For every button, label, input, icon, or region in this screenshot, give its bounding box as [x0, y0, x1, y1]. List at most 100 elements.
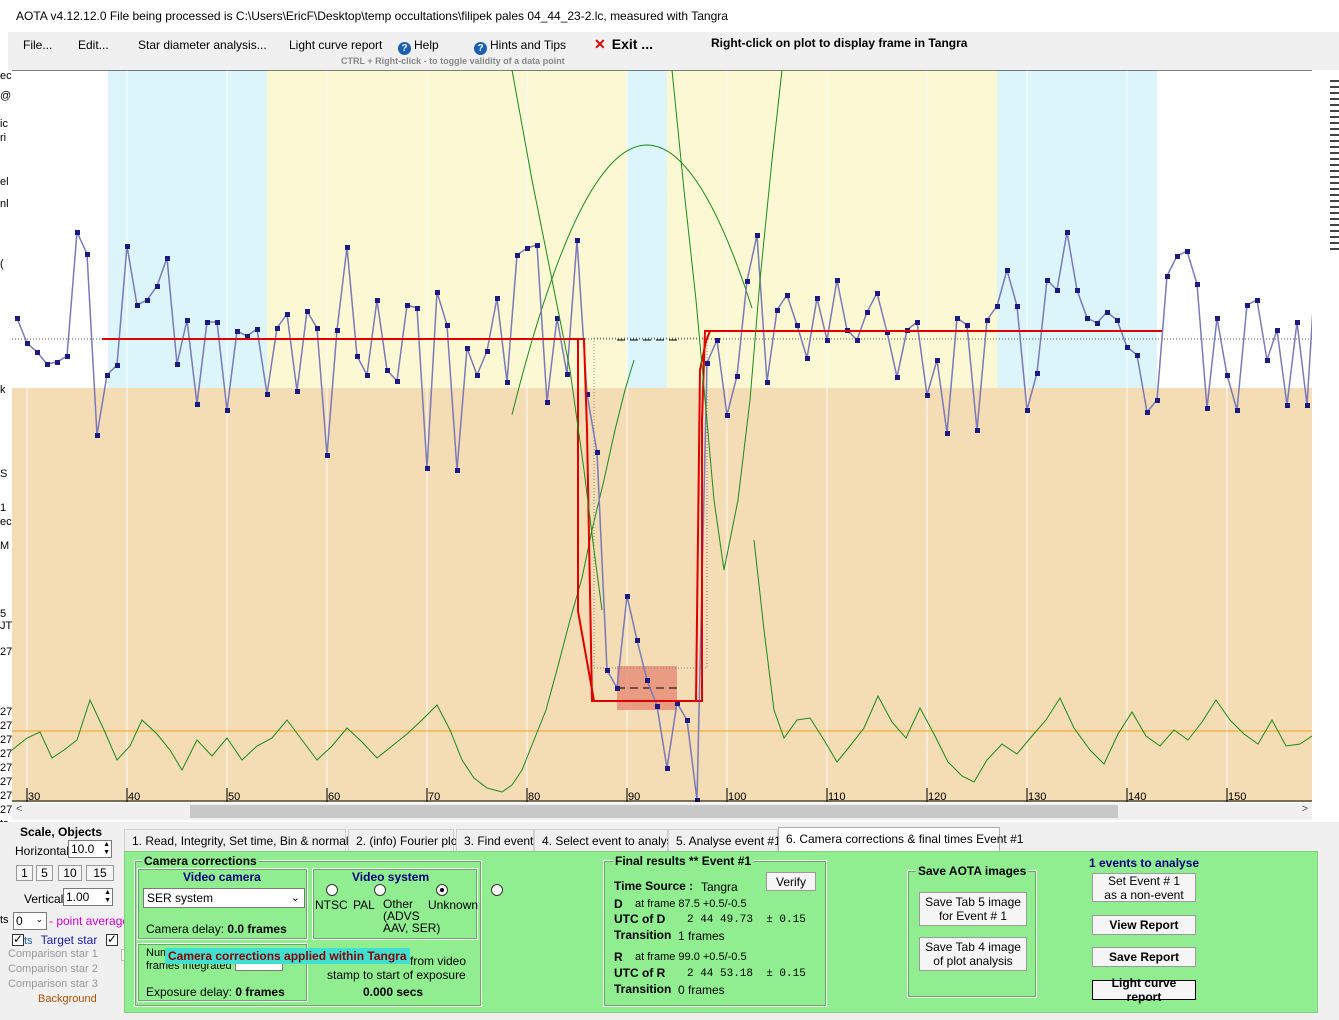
- data-point: [1185, 249, 1190, 254]
- data-point: [585, 392, 590, 397]
- data-point: [355, 354, 360, 359]
- title-bar: AOTA v4.12.12.0 File being processed is …: [0, 0, 1339, 32]
- scale-button-5[interactable]: 5: [36, 865, 53, 881]
- menu-file[interactable]: File...: [23, 38, 53, 52]
- utc-r-value: 2 44 53.18 ± 0.15: [687, 968, 806, 980]
- data-point: [1005, 268, 1010, 273]
- data-point: [1295, 320, 1300, 325]
- x-tick-label: 110: [828, 791, 846, 802]
- tab-fourier-plot[interactable]: 2. (info) Fourier plot: [348, 829, 461, 851]
- data-point: [485, 349, 490, 354]
- light-curve-report-button[interactable]: Light curve report: [1092, 976, 1196, 1004]
- data-point: [35, 350, 40, 355]
- data-point: [25, 341, 30, 346]
- verify-button[interactable]: Verify: [766, 872, 816, 891]
- time-source-value: Tangra: [701, 880, 738, 894]
- data-point: [445, 323, 450, 328]
- scale-button-15[interactable]: 15: [86, 865, 114, 881]
- data-point: [1235, 408, 1240, 413]
- data-point: [645, 678, 650, 683]
- horizontal-scale-input[interactable]: 10.0 ▲ ▼: [68, 840, 112, 858]
- background-window-edge: [1330, 80, 1339, 250]
- light-curve-plot[interactable]: 30 40 50 60 70 80 90 100 110 120 130 140 150: [12, 70, 1312, 802]
- right-background-strip: [1312, 70, 1339, 825]
- data-point: [105, 373, 110, 378]
- plot-horizontal-scrollbar[interactable]: < >: [12, 803, 1312, 820]
- data-point: [265, 392, 270, 397]
- x-tick-label: 50: [228, 791, 240, 802]
- target-star-checkbox[interactable]: [106, 932, 118, 946]
- data-point: [175, 362, 180, 367]
- menu-hints[interactable]: ? Hints and Tips: [474, 38, 566, 55]
- data-point: [1155, 398, 1160, 403]
- spinner-icon[interactable]: ▲ ▼: [103, 841, 110, 856]
- save-report-button[interactable]: Save Report: [1092, 947, 1196, 967]
- scrollbar-thumb[interactable]: [190, 805, 1118, 818]
- data-point: [835, 278, 840, 283]
- unknown-radio[interactable]: [491, 884, 504, 896]
- tab-analyse-event[interactable]: 5. Analyse event #1: [668, 829, 781, 851]
- help-icon: ?: [398, 42, 411, 55]
- data-point: [865, 310, 870, 315]
- tab-camera-corrections[interactable]: 6. Camera corrections & final times Even…: [778, 827, 1023, 851]
- menu-help[interactable]: ? Help: [398, 38, 439, 55]
- grid-lines: [26, 70, 1228, 802]
- view-report-button[interactable]: View Report: [1092, 915, 1196, 935]
- data-point: [1255, 298, 1260, 303]
- data-point: [115, 363, 120, 368]
- point-average-select[interactable]: 0 ⌄: [13, 912, 47, 930]
- chevron-down-icon: ⌄: [35, 914, 43, 924]
- data-point: [425, 466, 430, 471]
- data-point: [575, 238, 580, 243]
- spinner-icon[interactable]: ▲ ▼: [104, 889, 111, 904]
- data-point: [1115, 318, 1120, 323]
- data-point: [195, 402, 200, 407]
- left-strip-char: 27: [0, 706, 13, 718]
- scroll-left-icon[interactable]: <: [16, 803, 23, 815]
- data-point: [125, 244, 130, 249]
- scroll-right-icon[interactable]: >: [1301, 803, 1308, 815]
- x-tick-label: 120: [928, 791, 946, 802]
- scale-button-1[interactable]: 1: [16, 865, 33, 881]
- menu-bar: File... Edit... Star diameter analysis..…: [8, 32, 1339, 70]
- tab-find-events[interactable]: 3. Find events: [456, 829, 539, 851]
- data-point: [1035, 371, 1040, 376]
- data-point: [85, 252, 90, 257]
- save-tab4-button[interactable]: Save Tab 4 image of plot analysis: [919, 937, 1027, 971]
- data-point: [375, 298, 380, 303]
- menu-star-diameter[interactable]: Star diameter analysis...: [138, 38, 267, 52]
- left-strip-char: @: [0, 90, 12, 102]
- vertical-scale-input[interactable]: 1.00 ▲ ▼: [63, 888, 113, 906]
- ntsc-radio[interactable]: [326, 884, 338, 896]
- other-radio[interactable]: [435, 884, 448, 896]
- camera-select[interactable]: SER system ⌄: [143, 888, 305, 908]
- data-point: [795, 323, 800, 328]
- data-point: [235, 329, 240, 334]
- x-tick-label: 140: [1128, 791, 1146, 802]
- left-strip-char: 27: [0, 734, 13, 746]
- target-star-row: ts Target star: [12, 932, 97, 947]
- right-click-hint: Right-click on plot to display frame in …: [711, 36, 968, 50]
- tab-read-integrity[interactable]: 1. Read, Integrity, Set time, Bin & norm…: [124, 829, 364, 851]
- data-point: [955, 316, 960, 321]
- save-tab5-button[interactable]: Save Tab 5 image for Event # 1: [919, 892, 1027, 926]
- menu-exit[interactable]: ✕ Exit ...: [594, 36, 653, 52]
- tab-select-event[interactable]: 4. Select event to analyse: [534, 829, 679, 851]
- data-point: [1205, 406, 1210, 411]
- data-point: [615, 686, 620, 691]
- secs-value: 0.000 secs: [363, 985, 424, 999]
- scale-button-10[interactable]: 10: [58, 865, 82, 881]
- menu-light-curve-report[interactable]: Light curve report: [289, 38, 383, 52]
- corrections-applied-banner: Camera corrections applied within Tangra: [165, 948, 410, 964]
- x-tick-label: 130: [1028, 791, 1046, 802]
- menu-edit[interactable]: Edit...: [78, 38, 109, 52]
- data-point: [435, 290, 440, 295]
- data-point: [885, 330, 890, 335]
- data-point: [525, 246, 530, 251]
- target-prefix-checkbox[interactable]: [12, 932, 24, 946]
- left-strip-char: ec: [0, 516, 12, 528]
- data-point: [475, 373, 480, 378]
- data-point: [365, 373, 370, 378]
- pal-radio[interactable]: [374, 884, 387, 896]
- set-event-nonevent-button[interactable]: Set Event # 1 as a non-event: [1092, 873, 1196, 902]
